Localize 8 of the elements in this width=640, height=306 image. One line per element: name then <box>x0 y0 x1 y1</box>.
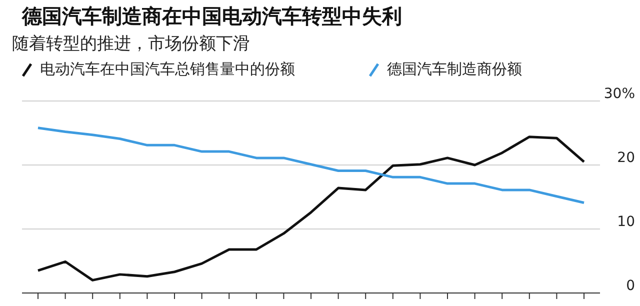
legend-label: 电动汽车在中国汽车总销售量中的份额 <box>40 60 295 79</box>
y-tick-label: 0 <box>626 278 635 294</box>
chart-title: 德国汽车制造商在中国电动汽车转型中失利 <box>22 3 402 30</box>
legend-label: 德国汽车制造商份额 <box>387 60 522 79</box>
chart-subtitle: 随着转型的推进，市场份额下滑 <box>12 33 250 55</box>
y-tick-label: 20 <box>617 150 635 166</box>
y-tick-label: 30% <box>604 86 635 102</box>
y-tick-label: 10 <box>617 214 635 230</box>
